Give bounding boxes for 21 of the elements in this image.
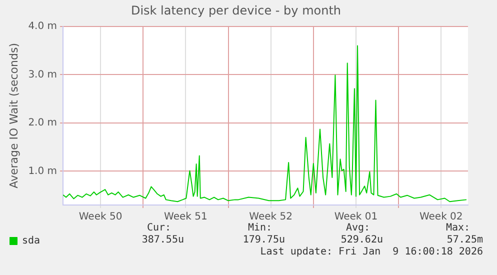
y-tick-label: 2.0 m [28,118,58,129]
text: Max: [446,222,470,234]
y-tick-label: 3.0 m [28,69,58,80]
chart-title: Disk latency per device - by month [130,3,342,18]
text: Cur: [146,222,172,234]
text: 387.55u [142,234,184,246]
x-tick-label: Week 51 [164,212,208,223]
text: Avg: [346,222,370,234]
text: Min: [248,222,272,234]
text: 179.75u [242,234,285,246]
y-tick-label: 1.0 m [28,166,58,177]
text: Last update: Fri Jan 9 16:00:18 2026 [260,246,483,258]
y-axis-title: Average IO Wait (seconds) [7,43,20,188]
y-tick-label: 4.0 m [28,20,58,32]
x-tick-label: Week 52 [249,212,292,223]
text: 529.62u [340,234,383,246]
x-tick-label: Week 02 [419,212,463,223]
x-tick-label: Week 01 [334,212,378,223]
legend-label: sda [22,236,40,247]
text: 57.25m [446,234,483,246]
x-tick-label: Week 50 [78,212,122,223]
